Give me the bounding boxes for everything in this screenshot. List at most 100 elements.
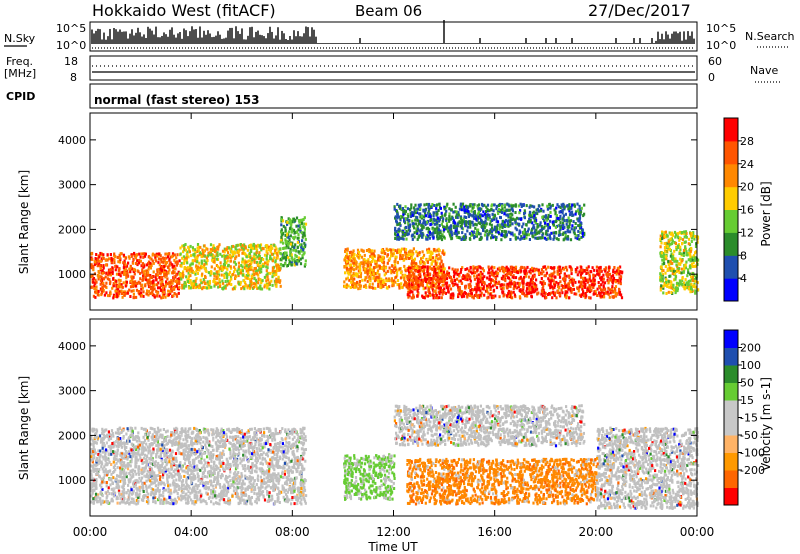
echo-cell — [292, 217, 295, 221]
echo-cell — [552, 223, 555, 227]
echo-cell — [250, 257, 253, 261]
echo-cell — [118, 260, 122, 264]
echo-cell — [567, 216, 570, 220]
echo-cell — [169, 292, 172, 295]
echo-cell — [485, 287, 489, 291]
echo-cell — [438, 269, 441, 273]
echo-cell — [450, 208, 453, 212]
echo-cell — [526, 233, 529, 237]
echo-cell — [175, 273, 178, 277]
echo-cell — [607, 292, 610, 296]
echo-cell — [502, 209, 505, 213]
echo-cell — [560, 284, 563, 287]
echo-cell — [143, 272, 146, 276]
echo-cell — [689, 287, 692, 291]
echo-cell — [343, 258, 347, 262]
echo-cell — [447, 285, 450, 289]
echo-cell — [523, 269, 526, 273]
echo-cell — [409, 268, 412, 272]
echo-cell — [410, 296, 413, 300]
echo-cell — [531, 204, 534, 208]
echo-cell — [288, 262, 291, 266]
echo-cell — [393, 205, 396, 209]
echo-cell — [382, 257, 385, 261]
echo-cell — [276, 253, 279, 257]
echo-cell — [348, 278, 351, 282]
echo-cell — [567, 207, 570, 211]
echo-cell — [535, 231, 538, 235]
echo-cell — [490, 208, 493, 211]
echo-cell — [563, 272, 566, 276]
echo-cell — [257, 268, 260, 272]
echo-cell — [297, 219, 301, 222]
echo-cell — [465, 223, 468, 227]
echo-cell — [367, 248, 370, 252]
echo-cell — [490, 230, 493, 234]
echo-cell — [468, 204, 471, 208]
echo-cell — [122, 253, 125, 257]
echo-cell — [94, 290, 97, 294]
echo-cell — [350, 280, 353, 284]
echo-cell — [111, 272, 114, 276]
echo-cell — [577, 286, 580, 290]
echo-cell — [403, 233, 406, 237]
echo-cell — [503, 205, 506, 209]
echo-cell — [265, 279, 268, 283]
echo-cell — [562, 202, 565, 206]
echo-cell — [602, 273, 605, 277]
echo-cell — [370, 268, 373, 272]
echo-cell — [428, 257, 431, 261]
echo-cell — [348, 254, 351, 258]
echo-cell — [468, 277, 472, 281]
echo-cell — [253, 252, 256, 256]
echo-cell — [106, 273, 109, 277]
echo-cell — [112, 293, 115, 297]
echo-cell — [225, 261, 228, 265]
echo-cell — [506, 213, 509, 217]
echo-cell — [579, 281, 582, 285]
echo-cell — [512, 233, 515, 237]
echo-cell — [433, 289, 436, 293]
echo-cell — [188, 270, 192, 274]
echo-cell — [178, 280, 181, 283]
echo-cell — [189, 286, 192, 290]
echo-cell — [235, 255, 238, 259]
echo-cell — [569, 287, 572, 290]
echo-cell — [405, 229, 408, 233]
echo-cell — [383, 281, 386, 285]
echo-cell — [693, 237, 696, 241]
echo-cell — [147, 267, 150, 271]
echo-cell — [201, 248, 204, 252]
echo-cell — [432, 274, 435, 278]
echo-cell — [455, 212, 459, 216]
echo-cell — [591, 279, 594, 283]
echo-cell — [440, 236, 443, 240]
echo-cell — [164, 295, 167, 299]
echo-cell — [679, 248, 682, 252]
echo-cell — [544, 274, 547, 278]
echo-cell — [469, 222, 472, 226]
echo-cell — [391, 280, 394, 284]
echo-cell — [435, 253, 438, 257]
echo-cell — [459, 279, 462, 283]
echo-cell — [394, 228, 397, 232]
echo-cell — [659, 286, 662, 289]
echo-cell — [428, 236, 431, 240]
echo-cell — [401, 254, 404, 258]
echo-cell — [275, 272, 278, 275]
echo-cell — [695, 242, 698, 246]
echo-cell — [443, 267, 446, 271]
echo-cell — [263, 283, 266, 287]
echo-cell — [510, 207, 513, 211]
echo-cell — [253, 257, 256, 260]
echo-cell — [546, 293, 550, 296]
echo-cell — [304, 263, 307, 266]
echo-cell — [457, 213, 460, 217]
echo-cell — [472, 223, 475, 227]
echo-cell — [404, 205, 407, 209]
echo-cell — [436, 280, 439, 284]
echo-cell — [244, 246, 247, 250]
echo-cell — [420, 278, 423, 282]
echo-cell — [460, 205, 463, 209]
echo-cell — [685, 235, 688, 239]
